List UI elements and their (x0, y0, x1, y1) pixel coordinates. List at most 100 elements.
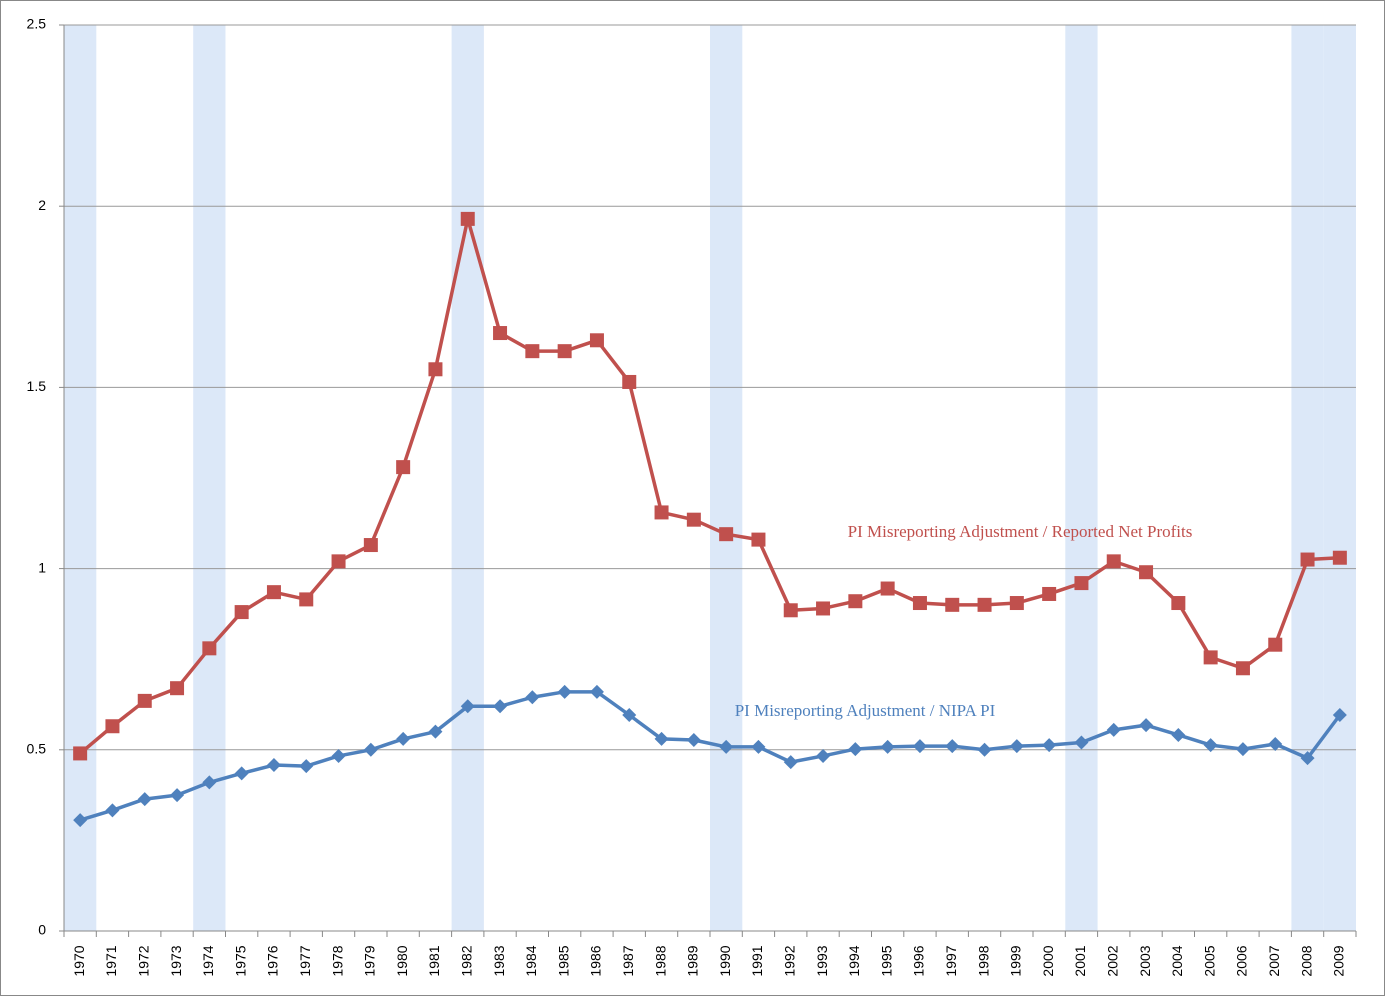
x-tick-label: 1975 (232, 945, 248, 976)
marker (525, 344, 540, 359)
marker (299, 592, 314, 607)
series-label: PI Misreporting Adjustment / NIPA PI (735, 701, 996, 720)
marker (525, 690, 540, 705)
marker (428, 724, 443, 739)
marker (460, 699, 475, 714)
marker (396, 731, 411, 746)
series-line (79, 217, 1340, 755)
marker (493, 699, 508, 714)
marker (202, 775, 217, 790)
series-label: PI Misreporting Adjustment / Reported Ne… (848, 522, 1193, 541)
marker (73, 813, 88, 828)
marker (912, 596, 927, 611)
marker (363, 742, 378, 757)
x-tick-label: 1994 (846, 945, 862, 976)
x-tick-label: 1987 (620, 945, 636, 976)
recession-shade (710, 25, 743, 931)
x-tick-label: 1984 (523, 945, 539, 976)
marker (557, 344, 572, 359)
marker (686, 512, 701, 527)
marker (719, 739, 734, 754)
marker (751, 739, 766, 754)
x-tick-label: 1978 (329, 945, 345, 976)
recession-shade (1323, 25, 1356, 931)
x-tick-label: 1977 (297, 945, 313, 976)
marker (686, 733, 701, 748)
marker (848, 742, 863, 757)
marker (1300, 552, 1315, 567)
marker (622, 374, 637, 389)
marker (589, 333, 604, 348)
marker (1009, 739, 1024, 754)
marker (977, 742, 992, 757)
marker (654, 731, 669, 746)
marker (428, 362, 443, 377)
marker (880, 739, 895, 754)
x-tick-label: 1981 (426, 945, 442, 976)
marker (73, 746, 88, 761)
x-tick-label: 2003 (1137, 945, 1153, 976)
recession-shade (1291, 25, 1324, 931)
marker (1332, 550, 1347, 565)
x-tick-label: 1993 (814, 945, 830, 976)
x-tick-label: 2006 (1234, 945, 1250, 976)
x-tick-label: 1995 (878, 945, 894, 976)
x-tick-label: 1970 (71, 945, 87, 976)
x-tick-label: 2005 (1201, 945, 1217, 976)
marker (493, 326, 508, 341)
marker (1332, 708, 1347, 723)
marker (1268, 637, 1283, 652)
marker (137, 792, 152, 807)
y-tick-label: 2.5 (27, 16, 47, 32)
marker (1106, 722, 1121, 737)
recession-shade (451, 25, 484, 931)
x-tick-label: 2000 (1040, 945, 1056, 976)
marker (331, 554, 346, 569)
marker (977, 597, 992, 612)
marker (783, 755, 798, 770)
marker (1171, 596, 1186, 611)
recession-shade (1065, 25, 1098, 931)
marker (363, 538, 378, 553)
y-tick-label: 2 (38, 197, 46, 213)
marker (234, 605, 249, 620)
x-tick-label: 1974 (200, 945, 216, 976)
marker (912, 739, 927, 754)
marker (460, 211, 475, 226)
marker (1203, 650, 1218, 665)
x-tick-label: 2008 (1298, 945, 1314, 976)
marker (945, 739, 960, 754)
x-tick-label: 1992 (781, 945, 797, 976)
x-tick-label: 1990 (717, 945, 733, 976)
marker (1139, 565, 1154, 580)
marker (719, 527, 734, 542)
marker (202, 641, 217, 656)
x-tick-label: 1989 (685, 945, 701, 976)
marker (1235, 661, 1250, 676)
marker (589, 684, 604, 699)
x-tick-label: 1986 (588, 945, 604, 976)
series-line (79, 690, 1342, 822)
marker (105, 719, 120, 734)
y-tick-label: 0 (38, 922, 46, 938)
x-tick-label: 1985 (555, 945, 571, 976)
marker (816, 601, 831, 616)
marker (1268, 737, 1283, 752)
marker (945, 597, 960, 612)
y-tick-label: 0.5 (27, 741, 47, 757)
marker (1074, 735, 1089, 750)
marker (783, 603, 798, 618)
marker (1139, 718, 1154, 733)
marker (234, 766, 249, 781)
marker (557, 684, 572, 699)
marker (1106, 554, 1121, 569)
x-tick-label: 2001 (1072, 945, 1088, 976)
x-tick-label: 1972 (135, 945, 151, 976)
marker (170, 788, 185, 803)
x-tick-label: 1983 (491, 945, 507, 976)
marker (170, 681, 185, 696)
recession-shade (64, 25, 97, 931)
